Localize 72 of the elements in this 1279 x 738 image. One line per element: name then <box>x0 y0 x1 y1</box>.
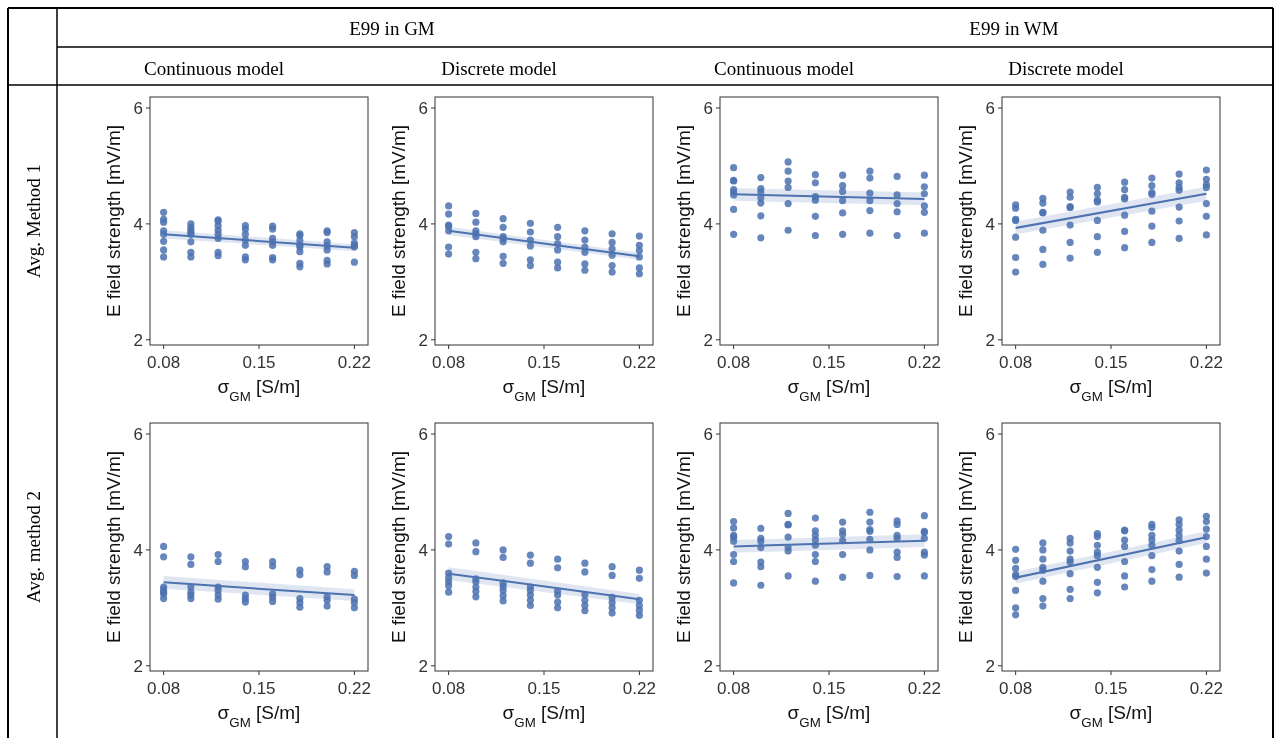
y-tick-label: 4 <box>133 540 143 560</box>
x-tick-label: 0.22 <box>1189 353 1223 372</box>
x-tick-label: 0.15 <box>1094 353 1128 372</box>
x-axis-title: σ$_{GM}$ [S/m] <box>1069 702 1153 730</box>
x-axis-title: σ$_{GM}$ [S/m] <box>1069 376 1153 404</box>
y-axis-title: E field strength [mV/m] <box>388 124 409 318</box>
chart-title: Discrete model <box>441 58 557 79</box>
x-tick-label: 0.22 <box>337 353 371 372</box>
y-tick-label: 2 <box>703 330 713 350</box>
y-tick-label: 2 <box>703 656 713 676</box>
y-axis-title: E field strength [mV/m] <box>103 450 124 644</box>
y-axis-title: E field strength [mV/m] <box>673 450 694 644</box>
x-tick-label: 0.22 <box>907 353 941 372</box>
y-axis-title: E field strength [mV/m] <box>955 124 976 318</box>
y-tick-label: 2 <box>985 656 995 676</box>
x-tick-label: 0.08 <box>999 353 1033 372</box>
x-tick-label: 0.15 <box>812 353 846 372</box>
text: Avg. Method 1 <box>23 163 44 279</box>
y-tick-label: 6 <box>985 424 995 444</box>
y-axis-title: E field strength [mV/m] <box>103 124 124 318</box>
y-tick-label: 6 <box>703 424 713 444</box>
x-tick-label: 0.22 <box>622 353 656 372</box>
x-axis-title: σ$_{GM}$ [S/m] <box>787 376 871 404</box>
x-tick-label: 0.08 <box>147 679 181 698</box>
y-tick-label: 6 <box>985 98 995 118</box>
x-tick-label: 0.15 <box>242 679 276 698</box>
x-axis-title: σ$_{GM}$ [S/m] <box>787 702 871 730</box>
x-tick-label: 0.22 <box>1189 679 1223 698</box>
text: E99 in GM <box>349 18 435 39</box>
y-tick-label: 2 <box>133 330 143 350</box>
y-tick-label: 2 <box>133 656 143 676</box>
x-tick-label: 0.15 <box>1094 679 1128 698</box>
y-tick-label: 4 <box>418 214 428 234</box>
text: Avg. method 2 <box>23 490 44 604</box>
x-tick-label: 0.08 <box>147 353 181 372</box>
y-axis-title: E field strength [mV/m] <box>673 124 694 318</box>
y-tick-label: 4 <box>985 540 995 560</box>
y-axis-title: E field strength [mV/m] <box>388 450 409 644</box>
y-tick-label: 2 <box>985 330 995 350</box>
x-tick-label: 0.15 <box>812 679 846 698</box>
y-axis-title: E field strength [mV/m] <box>955 450 976 644</box>
y-tick-label: 4 <box>703 214 713 234</box>
y-tick-label: 2 <box>418 656 428 676</box>
x-tick-label: 0.15 <box>527 679 561 698</box>
text: E99 in WM <box>969 18 1059 39</box>
chart-title: Continuous model <box>144 58 284 79</box>
x-axis-title: σ$_{GM}$ [S/m] <box>502 702 586 730</box>
chart-title: Continuous model <box>714 58 854 79</box>
x-tick-label: 0.15 <box>242 353 276 372</box>
x-tick-label: 0.08 <box>432 353 466 372</box>
x-axis-title: σ$_{GM}$ [S/m] <box>217 702 301 730</box>
x-axis-title: σ$_{GM}$ [S/m] <box>502 376 586 404</box>
y-tick-label: 6 <box>418 98 428 118</box>
y-tick-label: 4 <box>133 214 143 234</box>
y-tick-label: 2 <box>418 330 428 350</box>
x-tick-label: 0.22 <box>337 679 371 698</box>
y-tick-label: 4 <box>703 540 713 560</box>
chart-title: Discrete model <box>1008 58 1124 79</box>
y-tick-label: 4 <box>985 214 995 234</box>
x-tick-label: 0.08 <box>717 679 751 698</box>
y-tick-label: 4 <box>418 540 428 560</box>
x-tick-label: 0.22 <box>622 679 656 698</box>
x-axis-title: σ$_{GM}$ [S/m] <box>217 376 301 404</box>
y-tick-label: 6 <box>418 424 428 444</box>
x-tick-label: 0.22 <box>907 679 941 698</box>
y-tick-label: 6 <box>133 424 143 444</box>
x-tick-label: 0.15 <box>527 353 561 372</box>
x-tick-label: 0.08 <box>999 679 1033 698</box>
y-tick-label: 6 <box>703 98 713 118</box>
y-tick-label: 6 <box>133 98 143 118</box>
x-tick-label: 0.08 <box>432 679 466 698</box>
x-tick-label: 0.08 <box>717 353 751 372</box>
